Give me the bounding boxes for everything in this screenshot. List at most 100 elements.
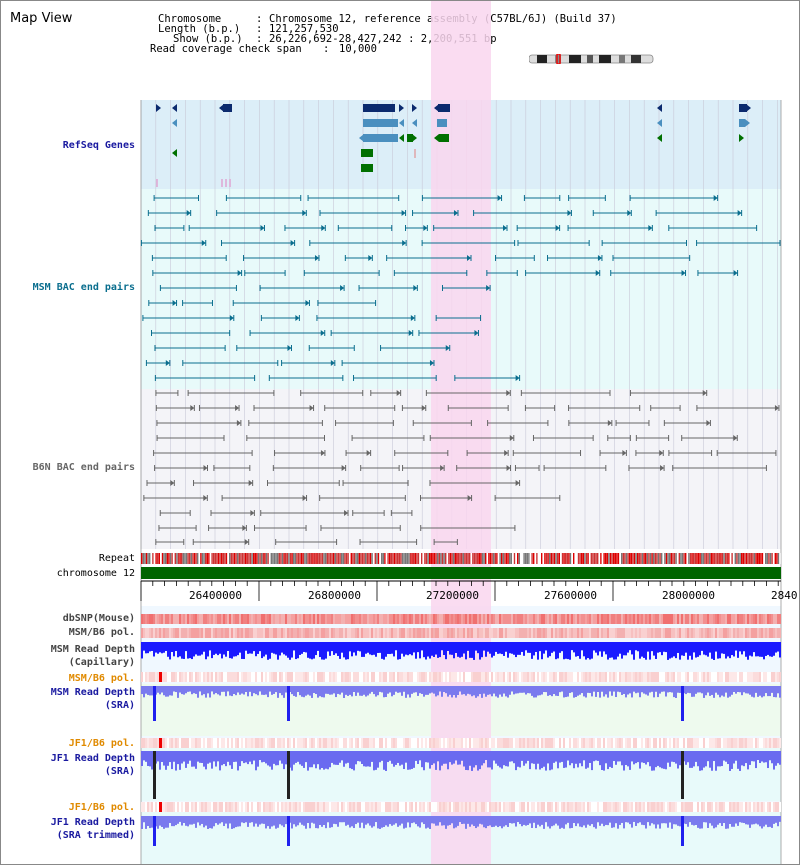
depth-bar bbox=[493, 816, 495, 827]
heat-mark bbox=[215, 802, 217, 812]
track-label-msm-b6-pol-2[interactable]: MSM/B6 pol. bbox=[68, 673, 135, 684]
track-label-msm-bac[interactable]: MSM BAC end pairs bbox=[32, 282, 135, 293]
repeat-mark bbox=[227, 553, 229, 564]
depth-bar bbox=[575, 642, 577, 657]
heat-mark bbox=[299, 628, 301, 638]
chromosome-label: Chromosome bbox=[158, 13, 222, 25]
depth-bar bbox=[695, 686, 697, 694]
heat-mark bbox=[499, 672, 501, 682]
heat-mark bbox=[619, 738, 621, 748]
heat-mark bbox=[303, 802, 305, 812]
heat-mark bbox=[517, 672, 519, 682]
depth-bar bbox=[141, 816, 143, 829]
heat-mark bbox=[475, 614, 477, 624]
track-label-repeat[interactable]: Repeat bbox=[98, 553, 135, 564]
heat-mark bbox=[673, 628, 675, 638]
depth-bar bbox=[753, 816, 755, 825]
depth-bar bbox=[599, 816, 601, 826]
depth-bar bbox=[737, 816, 739, 826]
track-label-jf1-b6-pol[interactable]: JF1/B6 pol. bbox=[68, 738, 135, 749]
heat-mark bbox=[531, 738, 533, 748]
repeat-mark bbox=[345, 553, 348, 564]
heat-mark bbox=[465, 738, 467, 748]
repeat-mark bbox=[302, 553, 304, 564]
depth-bar bbox=[293, 751, 295, 765]
heat-mark bbox=[227, 628, 229, 638]
track-label-msm-b6-pol[interactable]: MSM/B6 pol. bbox=[68, 627, 135, 638]
depth-bar bbox=[571, 686, 573, 693]
bac-pair bbox=[733, 435, 738, 441]
track-label-refseq[interactable]: RefSeq Genes bbox=[62, 140, 135, 151]
depth-bar bbox=[537, 816, 539, 825]
bac-pair bbox=[408, 330, 413, 336]
heat-mark bbox=[195, 802, 197, 812]
depth-bar bbox=[287, 816, 290, 846]
depth-bar bbox=[745, 816, 747, 825]
track-label-dbsnp[interactable]: dbSNP(Mouse) bbox=[62, 613, 135, 624]
repeat-mark bbox=[232, 553, 234, 564]
track-label-msm-depth-cap-1[interactable]: MSM Read Depth bbox=[50, 644, 135, 655]
repeat-mark bbox=[774, 553, 776, 564]
heat-mark bbox=[411, 628, 413, 638]
heat-mark bbox=[717, 738, 719, 748]
heat-mark bbox=[701, 738, 703, 748]
gene-feature bbox=[219, 104, 224, 112]
repeat-mark bbox=[408, 553, 410, 564]
highlight-region[interactable] bbox=[431, 1, 491, 865]
heat-mark bbox=[231, 802, 233, 812]
heat-mark bbox=[281, 672, 283, 682]
repeat-mark bbox=[467, 553, 469, 564]
depth-bar bbox=[633, 686, 635, 692]
track-label-jf1-b6-pol-2[interactable]: JF1/B6 pol. bbox=[68, 802, 135, 813]
track-label-jf1-depth-trim-1[interactable]: JF1 Read Depth bbox=[50, 817, 135, 828]
heat-mark bbox=[637, 802, 639, 812]
heat-mark bbox=[477, 672, 479, 682]
heat-mark bbox=[529, 738, 531, 748]
repeat-mark bbox=[449, 553, 452, 564]
heat-mark bbox=[603, 614, 605, 624]
track-label-b6n-bac[interactable]: B6N BAC end pairs bbox=[32, 462, 135, 473]
bac-pair bbox=[681, 270, 686, 276]
depth-bar bbox=[573, 642, 575, 653]
depth-bar bbox=[181, 686, 183, 695]
depth-bar bbox=[703, 816, 705, 823]
repeat-mark bbox=[643, 553, 645, 564]
depth-bar bbox=[625, 642, 627, 656]
heat-mark bbox=[681, 672, 683, 682]
heat-mark bbox=[285, 672, 287, 682]
heat-mark bbox=[173, 628, 175, 638]
heat-mark bbox=[513, 614, 515, 624]
gene-feature bbox=[156, 104, 161, 112]
heat-mark bbox=[773, 802, 775, 812]
depth-bar bbox=[609, 751, 611, 767]
heat-mark bbox=[597, 672, 599, 682]
heat-mark bbox=[303, 738, 305, 748]
chromosome-ideogram[interactable] bbox=[529, 54, 655, 64]
depth-bar bbox=[387, 751, 389, 763]
track-label-jf1-depth-sra-1[interactable]: JF1 Read Depth bbox=[50, 753, 135, 764]
repeat-mark bbox=[305, 553, 308, 564]
depth-bar bbox=[697, 642, 699, 657]
depth-bar bbox=[739, 642, 741, 652]
depth-bar bbox=[621, 642, 623, 659]
heat-mark bbox=[371, 628, 373, 638]
track-label-msm-depth-sra-1[interactable]: MSM Read Depth bbox=[50, 687, 135, 698]
depth-bar bbox=[321, 816, 323, 827]
depth-bar bbox=[415, 642, 417, 659]
repeat-mark bbox=[393, 553, 396, 564]
depth-bar bbox=[675, 642, 677, 659]
depth-bar bbox=[549, 642, 551, 657]
depth-bar bbox=[397, 686, 399, 693]
depth-bar bbox=[389, 816, 391, 825]
depth-bar bbox=[751, 751, 753, 762]
repeat-mark bbox=[517, 553, 519, 564]
depth-bar bbox=[711, 642, 713, 659]
depth-bar bbox=[451, 642, 453, 655]
heat-mark bbox=[497, 802, 499, 812]
heat-mark bbox=[355, 802, 357, 812]
depth-bar bbox=[495, 816, 497, 826]
depth-bar bbox=[577, 686, 579, 696]
heat-mark bbox=[203, 614, 205, 624]
heat-mark bbox=[213, 614, 215, 624]
